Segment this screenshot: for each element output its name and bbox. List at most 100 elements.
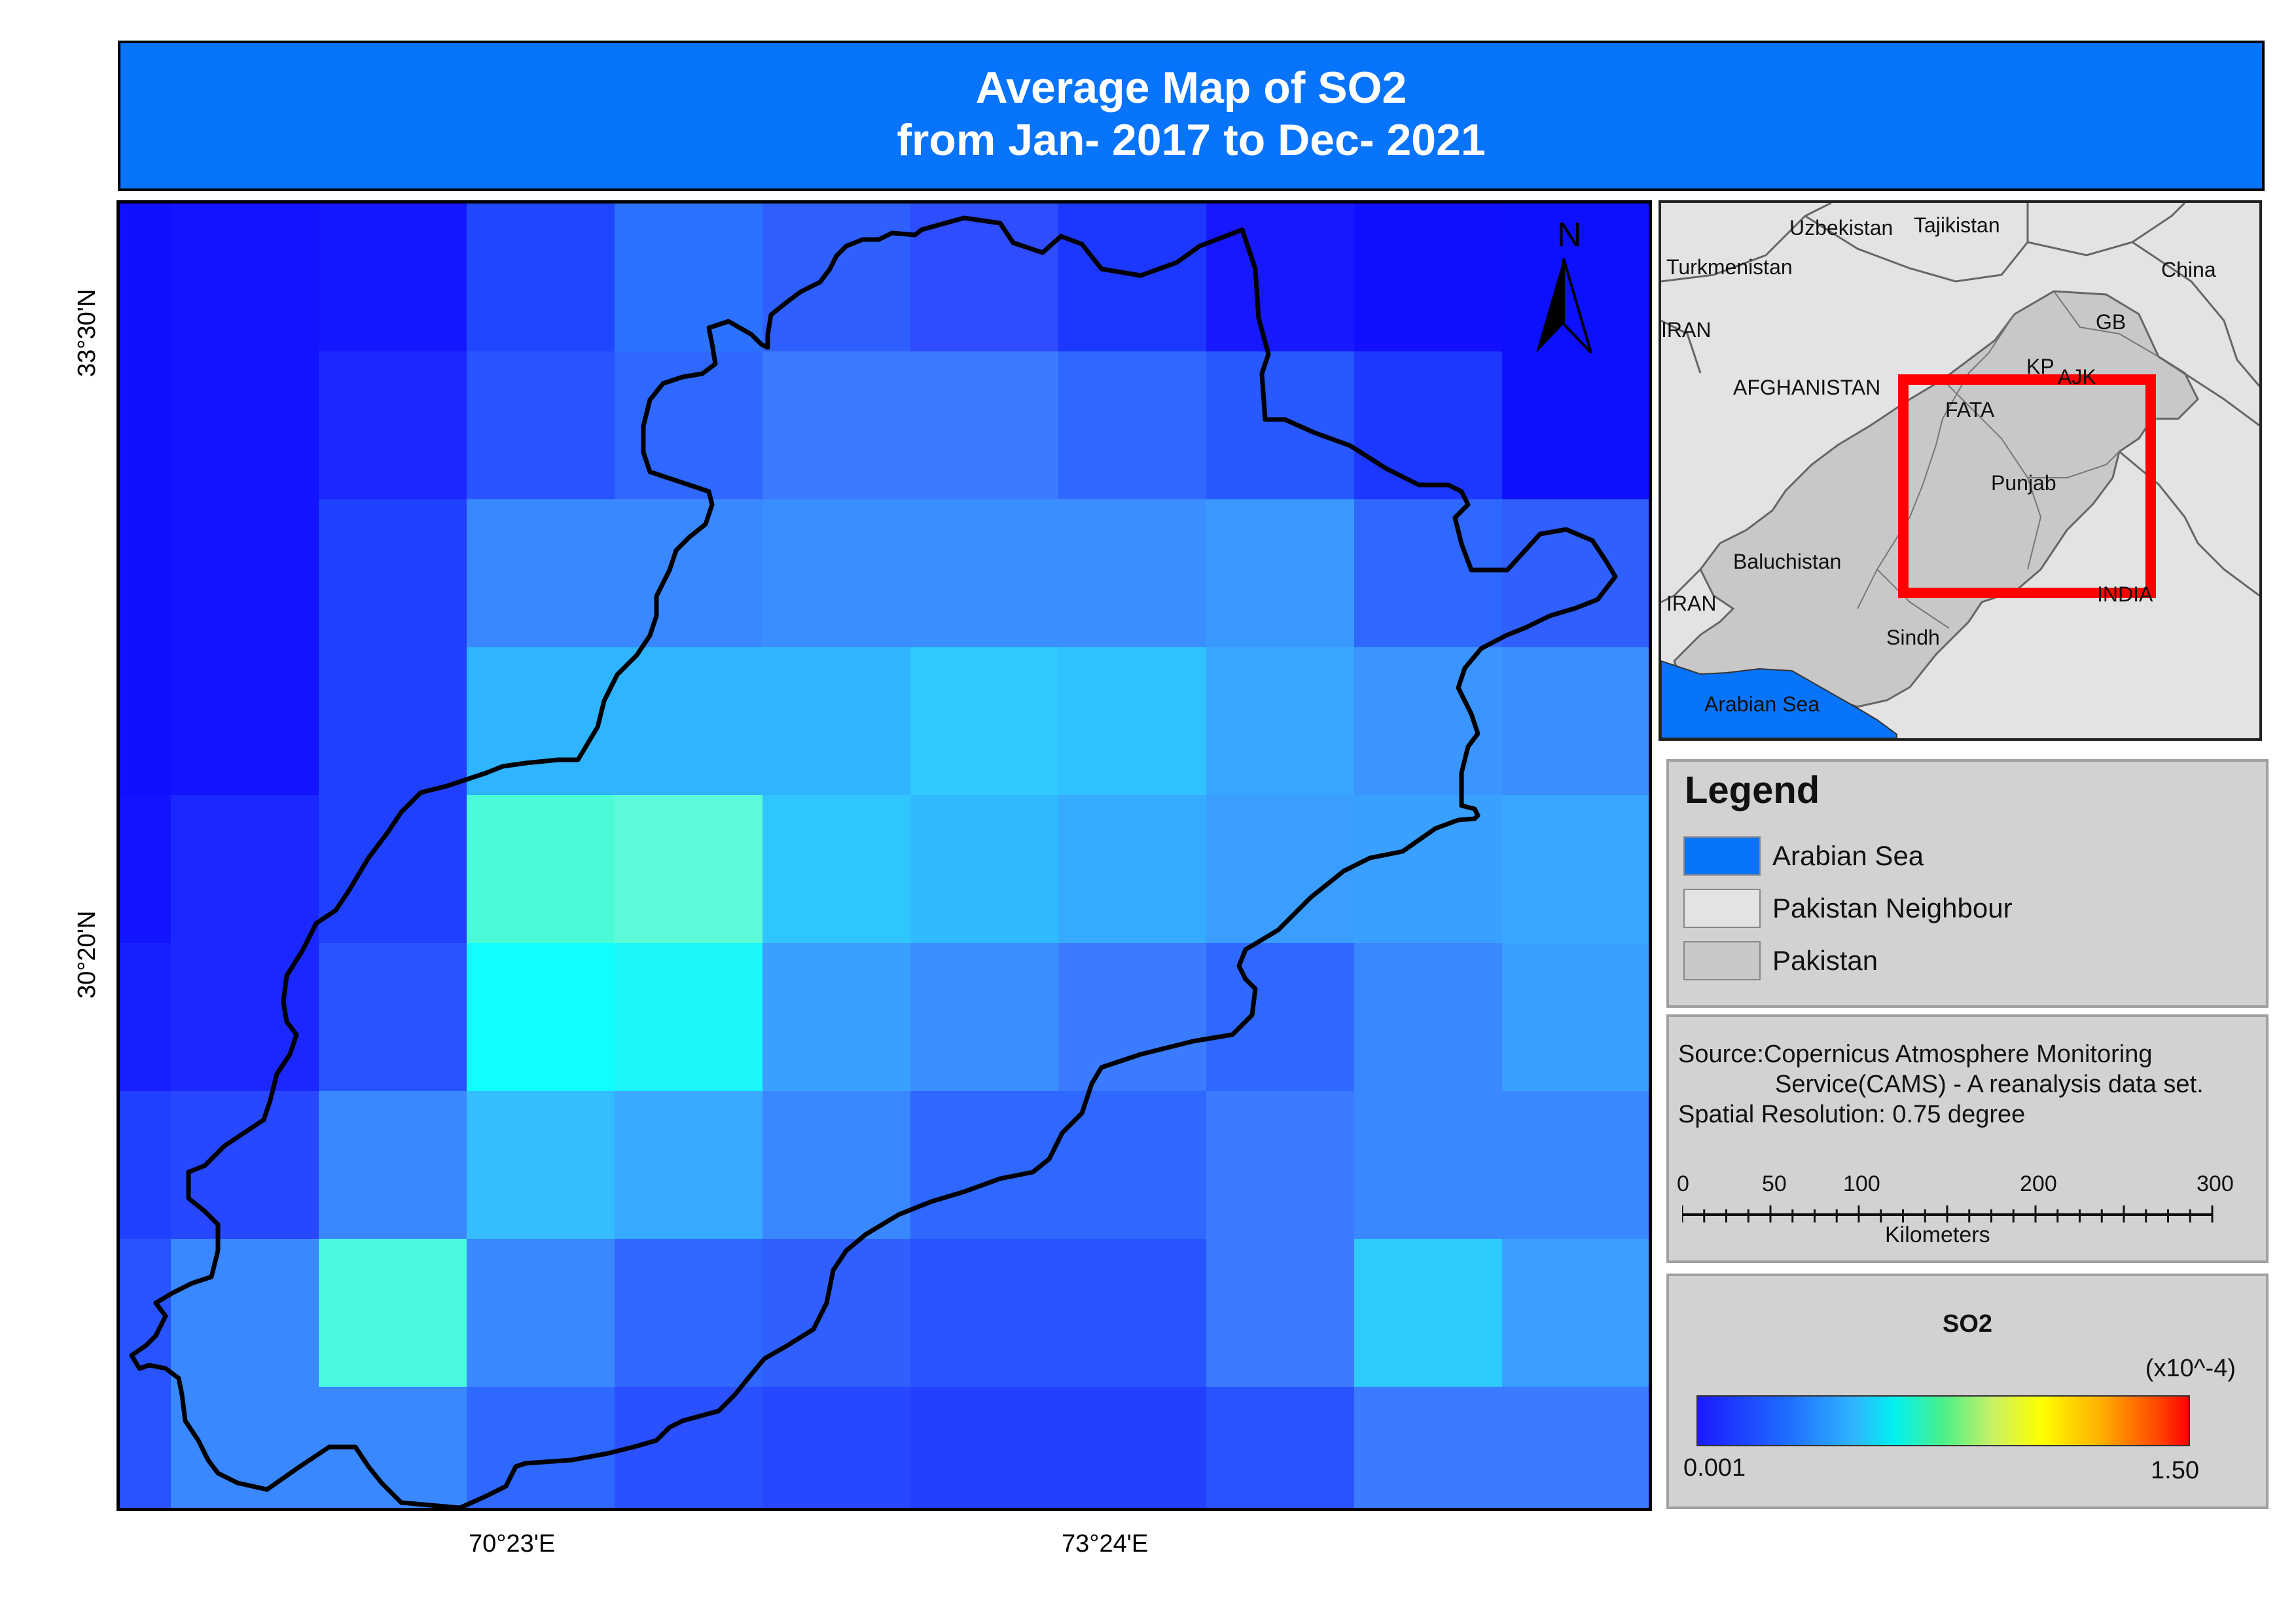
raster-cell [1502, 1239, 1649, 1387]
raster-cell [1206, 204, 1354, 351]
colorbar-panel: SO2 (x10^-4) 0.001 1.50 [1666, 1274, 2269, 1509]
latitude-label-bottom: 30°20'N [73, 910, 101, 999]
map-title-banner: Average Map of SO2 from Jan- 2017 to Dec… [118, 41, 2265, 191]
colorbar-max-label: 1.50 [2151, 1457, 2199, 1484]
inset-locator-map: Uzbekistan Tajikistan Turkmenistan China… [1659, 200, 2262, 741]
raster-cell [319, 499, 467, 647]
raster-cell [1354, 204, 1502, 351]
legend-swatch-arabian-sea [1683, 836, 1761, 876]
province-borders [1857, 291, 2159, 629]
raster-cell [910, 1239, 1058, 1387]
source-panel: Source:Copernicus Atmosphere Monitoring … [1666, 1014, 2269, 1263]
punjab-boundary-overlay [129, 215, 1618, 1508]
raster-cell [1354, 499, 1502, 647]
inset-label-turkmenistan: Turkmenistan [1666, 255, 1793, 279]
raster-cell [1058, 943, 1206, 1091]
raster-cell [171, 351, 319, 499]
raster-cell [762, 943, 910, 1091]
inset-label-gb: GB [2096, 310, 2126, 334]
source-line-3: Spatial Resolution: 0.75 degree [1678, 1101, 2026, 1128]
raster-cell [319, 647, 467, 795]
raster-cell [1058, 1091, 1206, 1239]
raster-cell [171, 795, 319, 943]
raster-cell [910, 1387, 1058, 1508]
raster-cell [1206, 351, 1354, 499]
raster-cell [171, 1239, 319, 1387]
raster-cell [171, 1091, 319, 1239]
inset-label-iran-top: IRAN [1661, 318, 1712, 342]
raster-cell [910, 351, 1058, 499]
scale-tick-0: 0 [1677, 1171, 1689, 1196]
latitude-label-top: 33°30'N [73, 289, 101, 377]
raster-cell [910, 647, 1058, 795]
raster-cell [762, 204, 910, 351]
colorbar-min-label: 0.001 [1683, 1454, 1746, 1482]
north-arrow-icon [1536, 258, 1592, 354]
raster-cell [1206, 499, 1354, 647]
raster-cell [1502, 499, 1649, 647]
raster-cell [319, 351, 467, 499]
scale-tick-300: 300 [2197, 1171, 2234, 1196]
raster-cell [1058, 795, 1206, 943]
neighbour-borders [1661, 203, 2259, 603]
inset-label-uzbekistan: Uzbekistan [1789, 216, 1893, 240]
inset-label-fata: FATA [1945, 398, 1995, 421]
raster-cell [467, 204, 615, 351]
raster-cell [120, 1387, 171, 1508]
legend-swatch-pakistan [1683, 941, 1761, 980]
raster-cell [1206, 1091, 1354, 1239]
raster-cell [120, 647, 171, 795]
raster-cell [615, 499, 762, 647]
scale-unit-label: Kilometers [1885, 1222, 1990, 1247]
raster-cell [1502, 1387, 1649, 1508]
raster-cell [319, 943, 467, 1091]
raster-cell [1354, 351, 1502, 499]
raster-cell [762, 1091, 910, 1239]
raster-cell [615, 647, 762, 795]
raster-cell [1058, 351, 1206, 499]
map-title-line-1: Average Map of SO2 [975, 63, 1407, 113]
legend-panel: Legend Arabian Sea Pakistan Neighbour Pa… [1666, 759, 2269, 1008]
raster-cell [319, 204, 467, 351]
raster-cell [1502, 647, 1649, 795]
raster-cell [120, 795, 171, 943]
raster-cell [1354, 1239, 1502, 1387]
raster-cell [1354, 795, 1502, 943]
raster-cell [615, 1091, 762, 1239]
legend-title: Legend [1685, 769, 1820, 812]
scale-tick-200: 200 [2020, 1171, 2057, 1196]
raster-cell [762, 647, 910, 795]
colorbar-unit: (x10^-4) [2145, 1355, 2236, 1382]
raster-cell [762, 1387, 910, 1508]
inset-label-sindh: Sindh [1886, 626, 1940, 649]
raster-cell [467, 1239, 615, 1387]
raster-cell [1502, 204, 1649, 351]
raster-cell [171, 204, 319, 351]
inset-label-china: China [2161, 258, 2216, 281]
raster-cell [762, 795, 910, 943]
map-title-line-2: from Jan- 2017 to Dec- 2021 [897, 115, 1486, 165]
raster-cell [1354, 1387, 1502, 1508]
raster-cell [467, 499, 615, 647]
inset-label-ajk: AJK [2058, 365, 2096, 389]
inset-label-tajikistan: Tajikistan [1914, 213, 2000, 237]
raster-cell [1354, 1091, 1502, 1239]
raster-cell [615, 943, 762, 1091]
punjab-boundary [129, 215, 1618, 1508]
raster-cell [319, 1239, 467, 1387]
raster-cell [1354, 943, 1502, 1091]
inset-label-iran-bottom: IRAN [1666, 592, 1717, 615]
raster-cell [120, 499, 171, 647]
raster-cell [319, 795, 467, 943]
raster-cell [1354, 647, 1502, 795]
north-label: N [1557, 216, 1582, 254]
raster-cell [467, 943, 615, 1091]
legend-label-arabian-sea: Arabian Sea [1772, 840, 1924, 871]
legend-label-pakistan: Pakistan [1772, 945, 1878, 976]
inset-label-kp: KP [2026, 355, 2054, 378]
raster-cell [1058, 499, 1206, 647]
longitude-label-left: 70°23'E [469, 1530, 556, 1558]
raster-cell [762, 351, 910, 499]
legend-swatch-pakistan-neighbour [1683, 889, 1761, 928]
raster-cell [910, 1091, 1058, 1239]
